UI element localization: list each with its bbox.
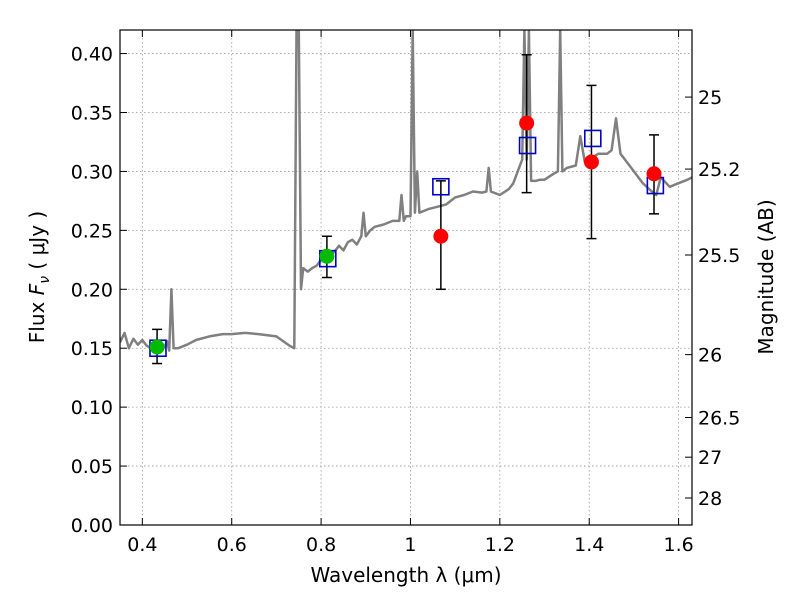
- tick-labels: 0.4 0.6 0.8 1 1.2 1.4 1.6 0.00 0.05 0.10 0.15 0.20 0…: [71, 44, 741, 556]
- y-axis-left-label: Flux Fν ( μJy ): [25, 211, 53, 343]
- plot-area: [120, 30, 692, 352]
- y-tick-label: 0.25: [71, 220, 113, 242]
- y-label-subscript: ν: [37, 276, 53, 284]
- y-axis-right-label: Magnitude (AB): [754, 199, 778, 354]
- y-tick-label: 0.15: [71, 338, 113, 360]
- right-tick-label: 26.5: [698, 408, 740, 430]
- x-tick-label: 1.6: [663, 534, 693, 556]
- x-tick-label: 1.4: [574, 534, 604, 556]
- reference-circle-marker: [149, 339, 165, 355]
- y-tick-label: 0.00: [71, 515, 113, 537]
- x-tick-label: 1.2: [485, 534, 515, 556]
- y-tick-label: 0.30: [71, 161, 113, 183]
- y-label-symbol: F: [25, 283, 49, 295]
- observed-circle-marker: [646, 166, 662, 182]
- right-tick-label: 26: [698, 345, 722, 367]
- plot-frame: [119, 29, 693, 526]
- y-tick-label: 0.40: [71, 44, 113, 66]
- right-tick-label: 25: [698, 87, 722, 109]
- y-tick-label: 0.35: [71, 103, 113, 125]
- x-tick-label: 1: [404, 534, 416, 556]
- y-tick-label: 0.20: [71, 279, 113, 301]
- model-square-marker: [518, 136, 537, 155]
- model-square-marker: [432, 177, 450, 196]
- y-tick-label: 0.10: [71, 397, 113, 419]
- axis-ticks: [120, 30, 692, 526]
- x-tick-label: 0.8: [306, 534, 336, 556]
- observed-circle-marker: [519, 115, 535, 131]
- right-tick-label: 27: [698, 447, 722, 469]
- right-tick-label: 28: [698, 488, 722, 510]
- right-tick-label: 25.2: [698, 159, 740, 181]
- y-label-suffix: ( μJy ): [25, 211, 49, 276]
- right-tick-label: 25.5: [698, 245, 740, 267]
- x-tick-label: 0.6: [217, 534, 247, 556]
- observed-circle-marker: [433, 228, 449, 244]
- spectrum-line: [120, 30, 692, 352]
- y-label-prefix: Flux: [25, 295, 49, 343]
- data-markers: [149, 115, 665, 358]
- reference-circle-marker: [319, 248, 335, 264]
- y-tick-label: 0.05: [71, 456, 113, 478]
- x-tick-label: 0.4: [127, 534, 157, 556]
- error-bars: [152, 54, 660, 365]
- x-axis-label: Wavelength λ (μm): [310, 563, 501, 587]
- observed-circle-marker: [583, 154, 599, 170]
- grid-lines: [120, 30, 692, 526]
- model-square-marker: [583, 129, 602, 148]
